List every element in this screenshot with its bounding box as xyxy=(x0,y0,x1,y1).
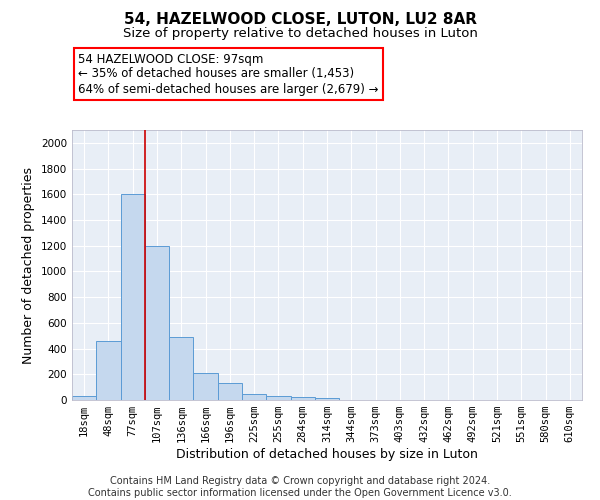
Bar xyxy=(315,398,339,400)
Bar xyxy=(218,384,242,400)
Text: Contains HM Land Registry data © Crown copyright and database right 2024.
Contai: Contains HM Land Registry data © Crown c… xyxy=(88,476,512,498)
Bar xyxy=(290,398,315,400)
Bar xyxy=(193,373,218,400)
Bar xyxy=(145,246,169,400)
Text: 54, HAZELWOOD CLOSE, LUTON, LU2 8AR: 54, HAZELWOOD CLOSE, LUTON, LU2 8AR xyxy=(124,12,476,28)
Bar xyxy=(72,396,96,400)
Y-axis label: Number of detached properties: Number of detached properties xyxy=(22,166,35,364)
X-axis label: Distribution of detached houses by size in Luton: Distribution of detached houses by size … xyxy=(176,448,478,461)
Bar xyxy=(121,194,145,400)
Bar xyxy=(242,394,266,400)
Text: Size of property relative to detached houses in Luton: Size of property relative to detached ho… xyxy=(122,28,478,40)
Text: 54 HAZELWOOD CLOSE: 97sqm
← 35% of detached houses are smaller (1,453)
64% of se: 54 HAZELWOOD CLOSE: 97sqm ← 35% of detac… xyxy=(78,52,379,96)
Bar xyxy=(169,337,193,400)
Bar xyxy=(96,341,121,400)
Bar xyxy=(266,396,290,400)
